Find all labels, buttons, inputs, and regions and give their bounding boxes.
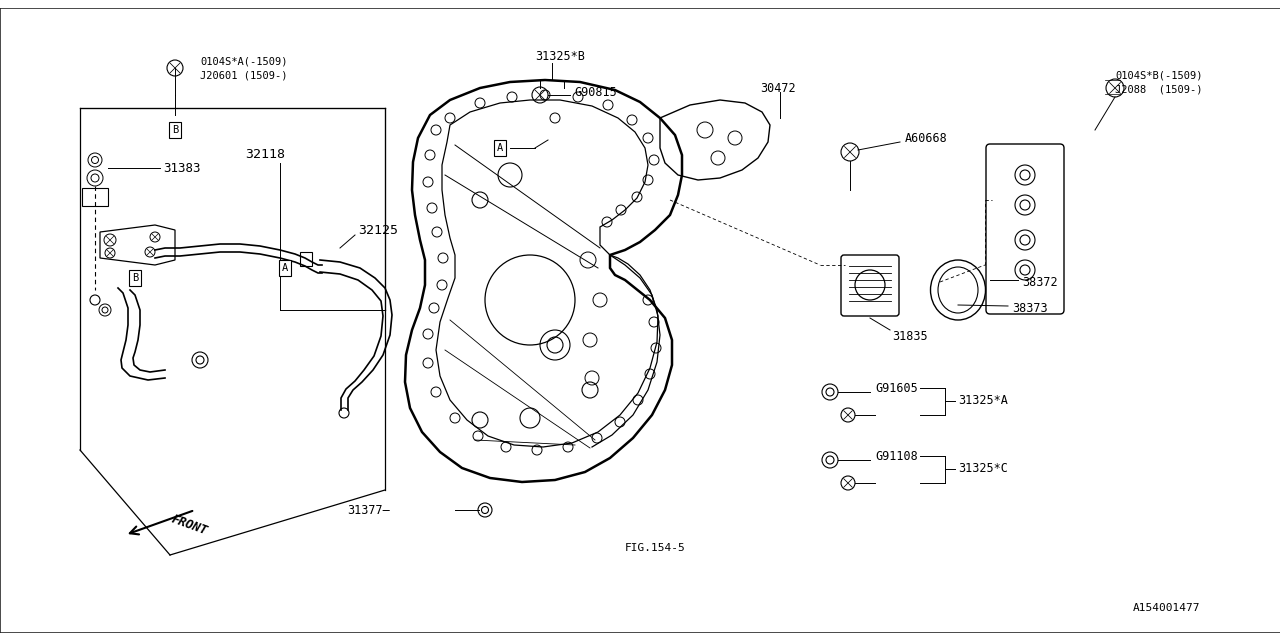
Text: 31325*B: 31325*B [535,51,585,63]
Text: 38372: 38372 [1021,275,1057,289]
Text: J20601 (1509-): J20601 (1509-) [200,71,288,81]
Text: 31835: 31835 [892,330,928,342]
Text: 0104S*A(-1509): 0104S*A(-1509) [200,57,288,67]
Text: A60668: A60668 [905,131,947,145]
Text: FIG.154-5: FIG.154-5 [625,543,686,553]
Text: J2088  (1509-): J2088 (1509-) [1115,84,1202,94]
Text: 0104S*B(-1509): 0104S*B(-1509) [1115,70,1202,80]
Text: 31377—: 31377— [347,504,390,516]
Text: G91108: G91108 [876,449,918,463]
Text: 32118: 32118 [244,148,285,161]
Text: G90815: G90815 [573,86,617,99]
Text: A154001477: A154001477 [1133,603,1201,613]
Text: A: A [282,263,288,273]
Text: 38373: 38373 [1012,301,1047,314]
Text: B: B [132,273,138,283]
Text: 31325*A: 31325*A [957,394,1007,408]
Text: B: B [172,125,178,135]
Text: 32125: 32125 [358,225,398,237]
Text: A: A [497,143,503,153]
Text: 30472: 30472 [760,81,796,95]
Text: FRONT: FRONT [170,513,210,538]
Text: G91605: G91605 [876,381,918,394]
Text: 31325*C: 31325*C [957,463,1007,476]
Text: 31383: 31383 [163,161,201,175]
